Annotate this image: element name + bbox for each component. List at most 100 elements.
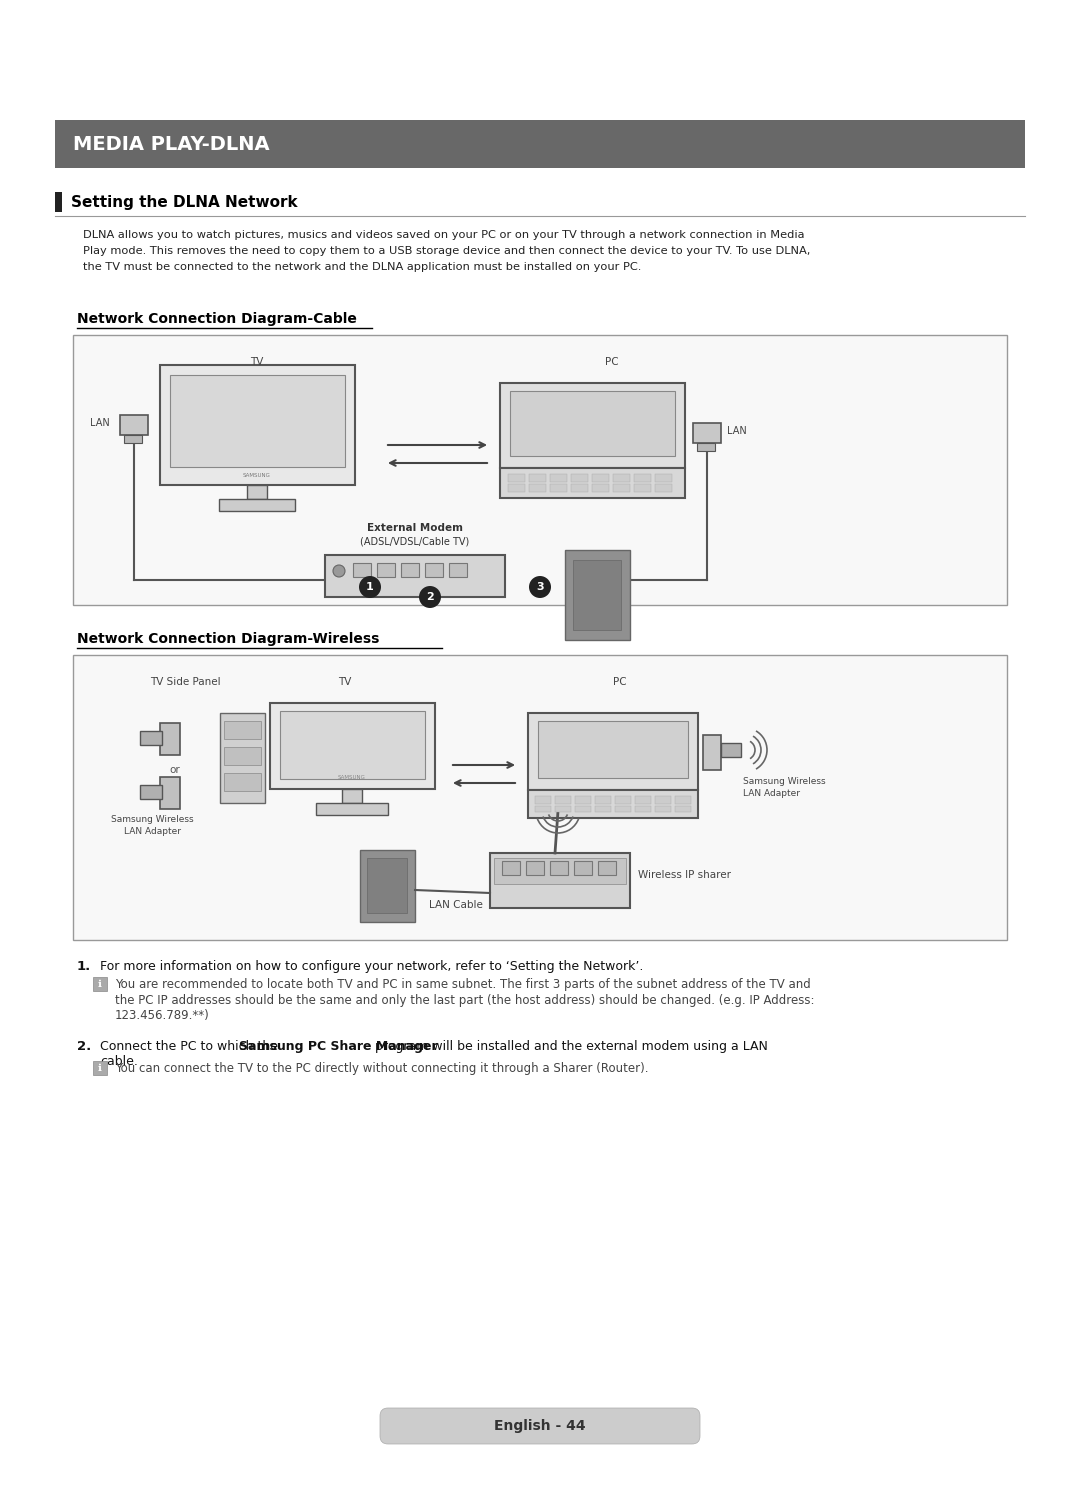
Bar [654, 796, 671, 804]
Bar [634, 475, 651, 482]
Text: Samsung PC Share Manager: Samsung PC Share Manager [239, 1040, 437, 1054]
Bar [528, 713, 698, 790]
Bar [93, 978, 107, 991]
Bar [529, 484, 546, 493]
Bar [528, 790, 698, 818]
Bar [73, 655, 1007, 940]
Circle shape [420, 586, 440, 607]
Text: the TV must be connected to the network and the DLNA application must be install: the TV must be connected to the network … [83, 262, 642, 272]
Bar [93, 1061, 107, 1074]
Bar [573, 559, 621, 629]
Bar [401, 562, 419, 577]
Text: External Modem: External Modem [367, 522, 463, 533]
Text: 1.: 1. [77, 960, 91, 973]
Text: cable.: cable. [100, 1055, 138, 1068]
Bar [220, 713, 265, 804]
Bar [535, 806, 551, 812]
Text: Wireless IP sharer: Wireless IP sharer [638, 870, 731, 879]
Text: Play mode. This removes the need to copy them to a USB storage device and then c: Play mode. This removes the need to copy… [83, 246, 810, 256]
Bar [342, 789, 362, 804]
Bar [140, 786, 162, 799]
Bar [494, 859, 626, 884]
FancyBboxPatch shape [380, 1408, 700, 1443]
Bar [550, 484, 567, 493]
Text: Setting the DLNA Network: Setting the DLNA Network [71, 195, 298, 210]
Text: English - 44: English - 44 [495, 1420, 585, 1433]
Text: program will be installed and the external modem using a LAN: program will be installed and the extern… [370, 1040, 768, 1054]
Bar [426, 562, 443, 577]
Text: LAN: LAN [727, 426, 746, 436]
Bar [270, 702, 435, 789]
Bar [247, 485, 267, 498]
Bar [575, 806, 591, 812]
Text: Samsung Wireless: Samsung Wireless [743, 777, 825, 786]
Bar [508, 484, 525, 493]
Bar [490, 853, 630, 908]
Bar [529, 475, 546, 482]
Bar [449, 562, 467, 577]
Circle shape [360, 577, 380, 597]
Text: MEDIA PLAY-DLNA: MEDIA PLAY-DLNA [73, 134, 270, 153]
Text: 2: 2 [427, 592, 434, 603]
Text: LAN Adapter: LAN Adapter [123, 827, 180, 836]
Text: SAMSUNG: SAMSUNG [338, 775, 366, 780]
Text: TV: TV [251, 357, 264, 368]
Text: LAN Adapter: LAN Adapter [743, 789, 800, 798]
Bar [615, 796, 631, 804]
Text: You are recommended to locate both TV and PC in same subnet. The first 3 parts o: You are recommended to locate both TV an… [114, 978, 811, 991]
Bar [550, 862, 568, 875]
Bar [635, 796, 651, 804]
Bar [367, 859, 407, 914]
Text: Network Connection Diagram-Cable: Network Connection Diagram-Cable [77, 312, 356, 326]
Bar [160, 723, 180, 754]
Text: 2.: 2. [77, 1040, 91, 1054]
Bar [224, 747, 261, 765]
Circle shape [529, 576, 551, 598]
Circle shape [419, 586, 441, 609]
Bar [508, 475, 525, 482]
Text: For more information on how to configure your network, refer to ‘Setting the Net: For more information on how to configure… [100, 960, 644, 973]
Bar [140, 731, 162, 745]
Bar [703, 735, 721, 769]
Bar [325, 555, 505, 597]
Bar [575, 796, 591, 804]
Bar [280, 711, 426, 780]
Bar [160, 777, 180, 809]
Bar [224, 772, 261, 792]
Text: ℹ: ℹ [98, 979, 102, 990]
Bar [654, 806, 671, 812]
Bar [124, 434, 141, 443]
Bar [635, 806, 651, 812]
Text: (ADSL/VDSL/Cable TV): (ADSL/VDSL/Cable TV) [361, 537, 470, 548]
Bar [353, 562, 372, 577]
Bar [613, 475, 630, 482]
Text: 123.456.789.**): 123.456.789.**) [114, 1009, 210, 1022]
Bar [595, 806, 611, 812]
Bar [571, 475, 588, 482]
Bar [598, 862, 616, 875]
Bar [721, 743, 741, 757]
Bar [316, 804, 388, 815]
Bar [654, 475, 672, 482]
Bar [555, 806, 571, 812]
Bar [592, 484, 609, 493]
Bar [613, 484, 630, 493]
Text: ③: ③ [535, 580, 545, 594]
Text: LAN: LAN [90, 418, 110, 429]
Bar [595, 796, 611, 804]
Bar [500, 469, 685, 498]
Text: 3: 3 [536, 582, 544, 592]
Text: ℹ: ℹ [98, 1062, 102, 1073]
Bar [535, 796, 551, 804]
Bar [55, 121, 1025, 168]
Bar [73, 335, 1007, 606]
Bar [526, 862, 544, 875]
Text: Samsung Wireless: Samsung Wireless [110, 815, 193, 824]
Bar [573, 862, 592, 875]
Bar [654, 484, 672, 493]
Bar [502, 862, 519, 875]
Bar [55, 192, 62, 211]
Text: TV Side Panel: TV Side Panel [150, 677, 220, 687]
Bar [675, 796, 691, 804]
Bar [592, 475, 609, 482]
